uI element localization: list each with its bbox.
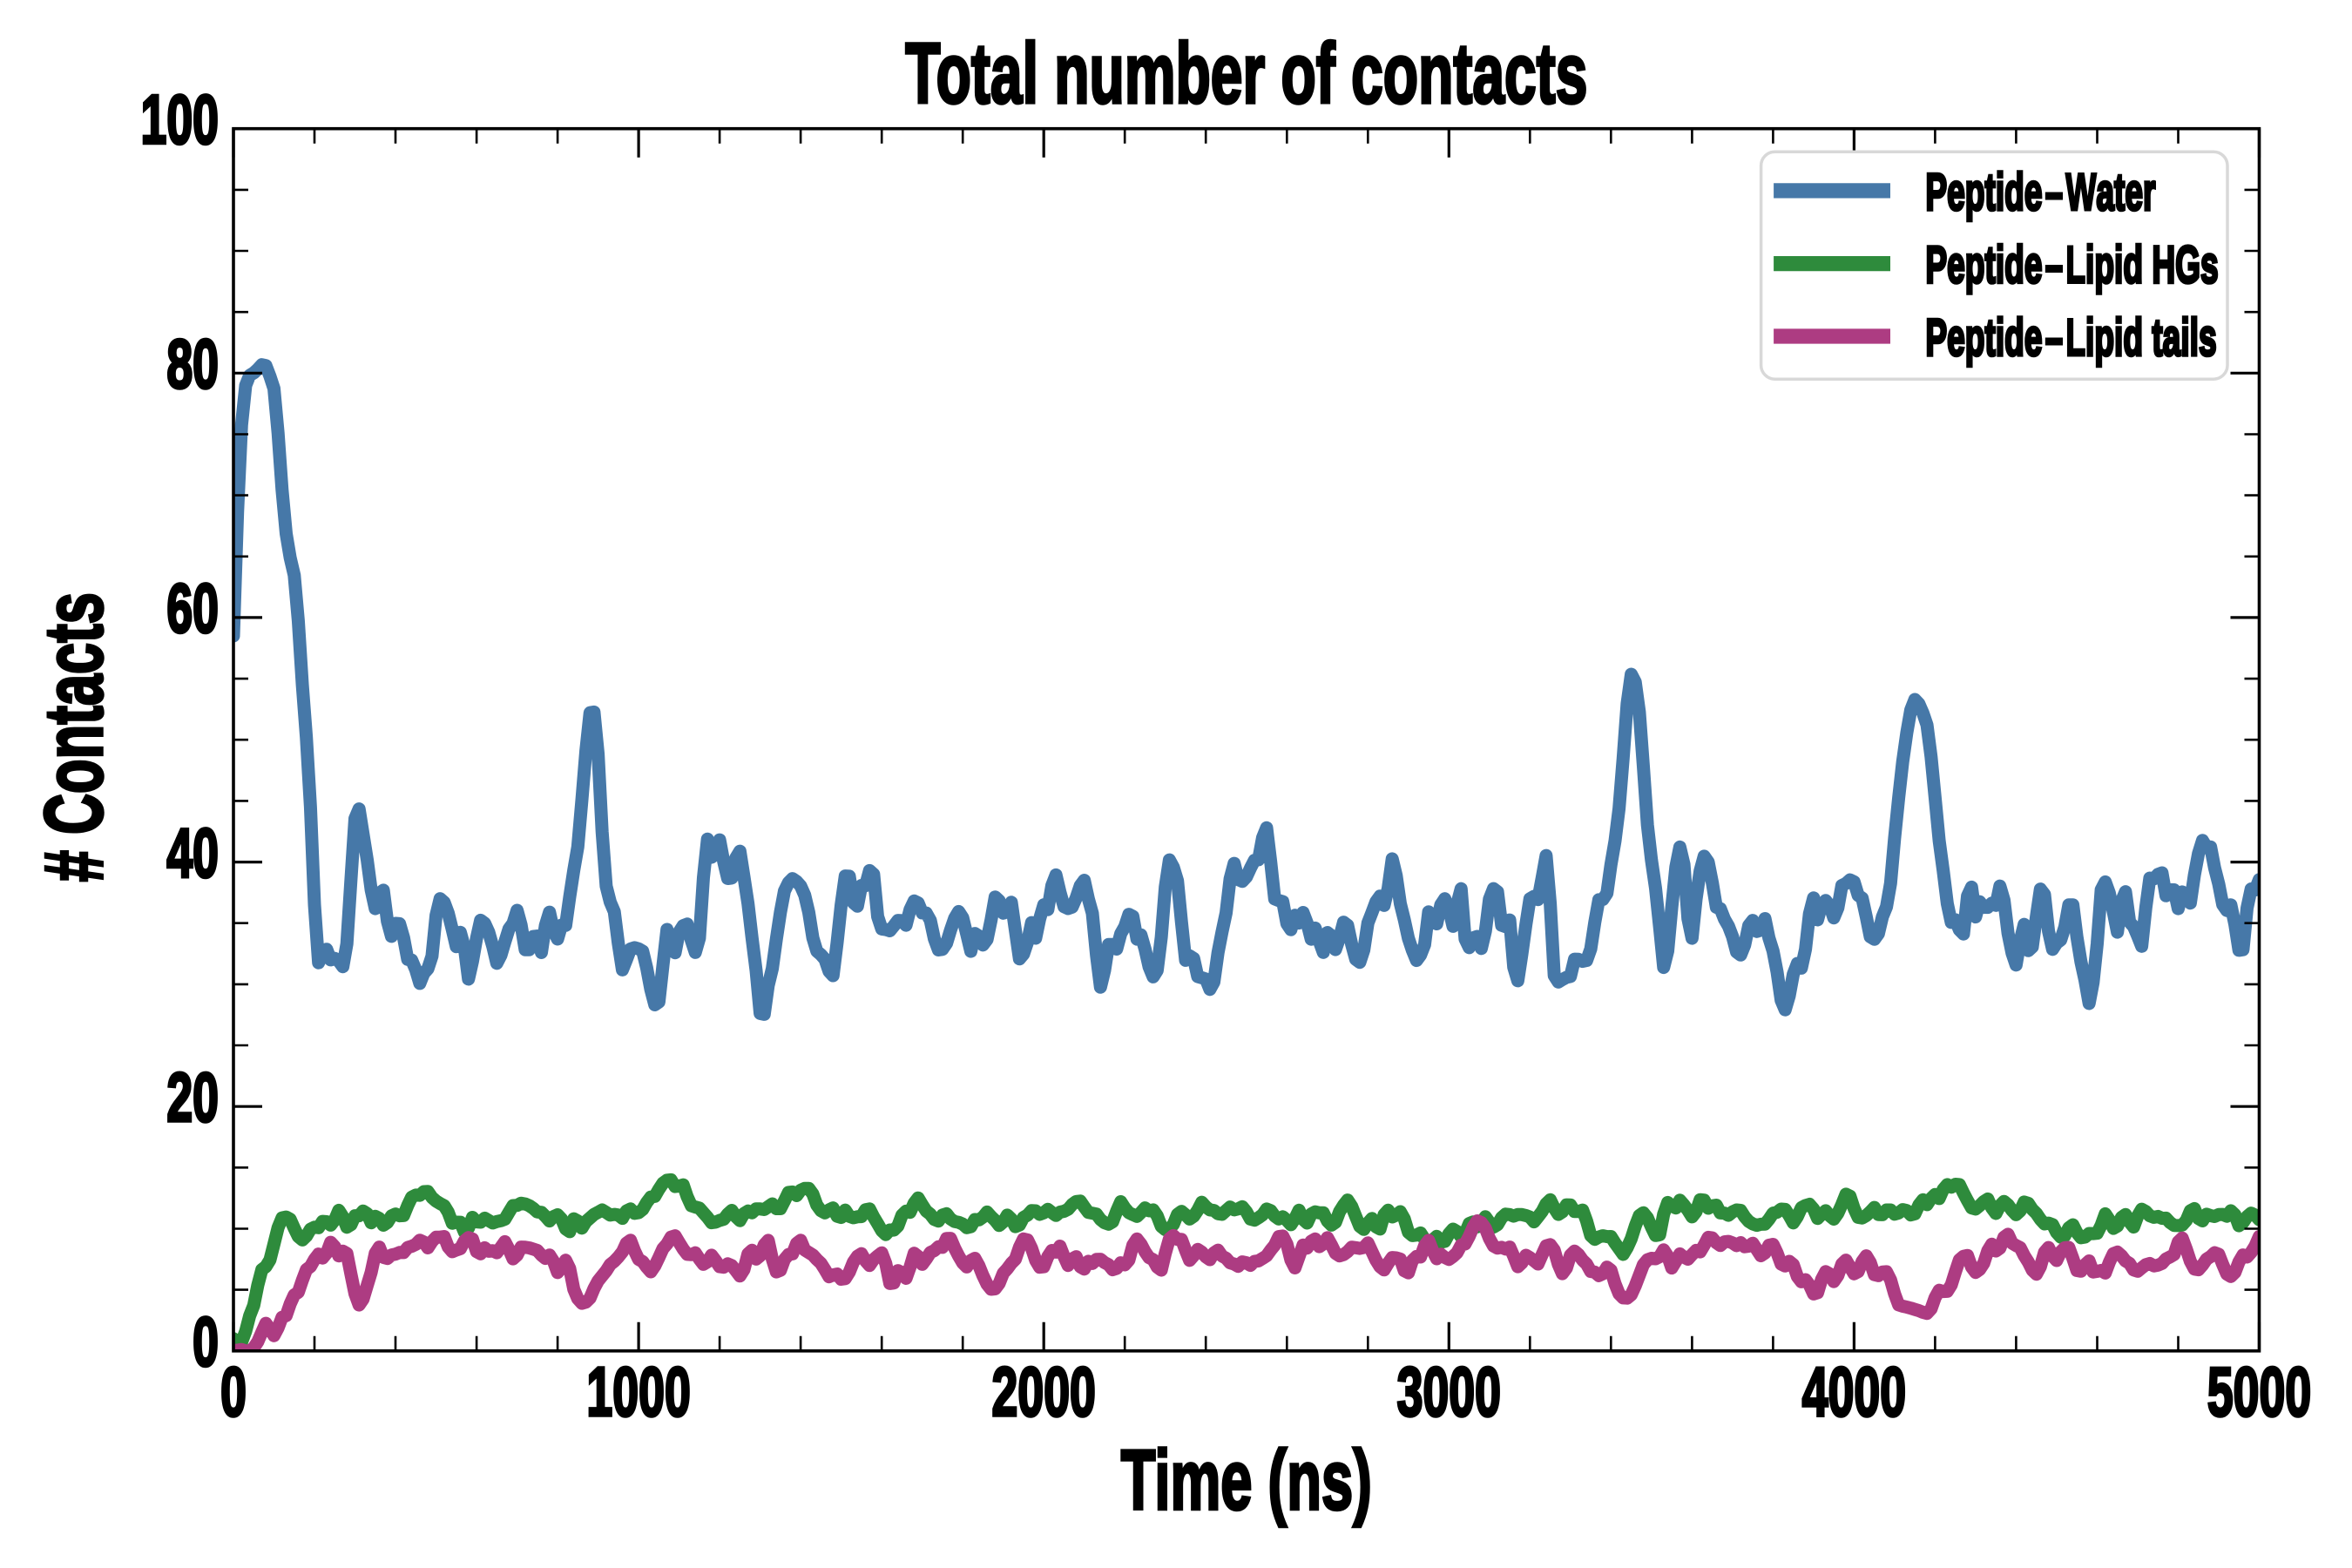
- svg-text:4000: 4000: [1802, 1353, 1906, 1430]
- svg-text:3000: 3000: [1397, 1353, 1501, 1430]
- svg-text:Total number of contacts: Total number of contacts: [905, 25, 1587, 121]
- svg-text:0: 0: [193, 1303, 219, 1381]
- svg-text:80: 80: [166, 325, 219, 402]
- svg-text:# Contacts: # Contacts: [28, 592, 120, 882]
- svg-text:5000: 5000: [2207, 1353, 2311, 1430]
- svg-text:2000: 2000: [992, 1353, 1096, 1430]
- svg-text:1000: 1000: [586, 1353, 690, 1430]
- svg-text:40: 40: [166, 814, 219, 892]
- svg-text:0: 0: [220, 1353, 247, 1430]
- svg-text:Peptide–Lipid tails: Peptide–Lipid tails: [1925, 308, 2216, 367]
- svg-text:Peptide–Lipid HGs: Peptide–Lipid HGs: [1925, 235, 2218, 294]
- svg-text:20: 20: [166, 1058, 219, 1136]
- svg-text:Time (ns): Time (ns): [1121, 1432, 1372, 1527]
- svg-text:60: 60: [166, 570, 219, 647]
- svg-text:100: 100: [140, 81, 219, 159]
- svg-text:Peptide–Water: Peptide–Water: [1925, 163, 2155, 221]
